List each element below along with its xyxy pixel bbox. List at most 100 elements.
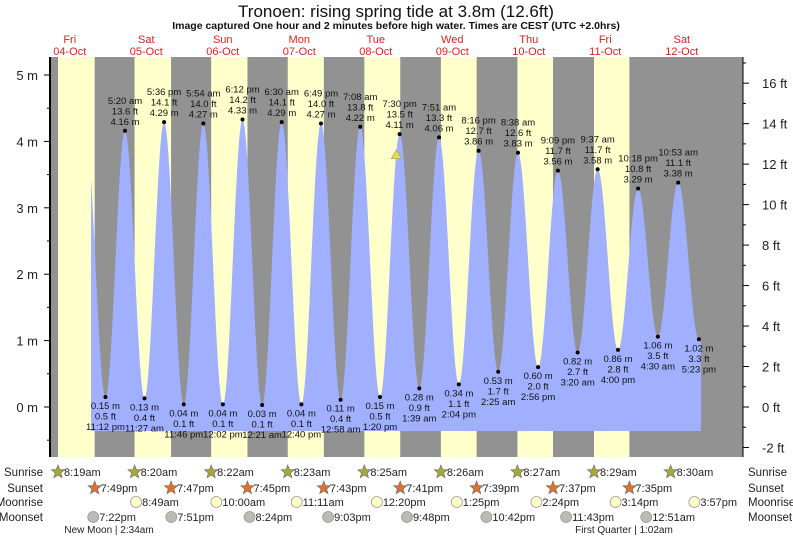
low-tide-time: 4:30 am [641,362,675,373]
moonrise-row-label-right: Moonrise [748,497,793,509]
high-tide-m: 3.86 m [464,137,493,148]
low-tide-ft: 3.3 ft [688,354,709,365]
moonrise-icon [450,496,463,508]
high-tide-time: 7:30 pm [382,99,416,110]
tide-fill [91,119,701,431]
date-label: 08-Oct [359,46,392,58]
date-label: 10-Oct [512,46,545,58]
high-tide-point [279,120,284,125]
right-tick-label: 0 ft [762,400,780,415]
high-tide-m: 4.22 m [346,113,375,124]
low-tide-m: 0.15 m [365,401,394,412]
high-tide-ft: 14.1 ft [269,98,296,109]
low-tide-m: 0.04 m [208,408,237,419]
sunrise-icon [127,464,143,479]
sun-moon-rows: Sunrise Sunrise 8:19am 8:20am 8:22am 8:23am 8:… [0,464,793,536]
tide-area [91,119,701,431]
low-tide-time: 12:40 pm [282,429,322,440]
moonset-icon [640,511,653,523]
moonset-icon [322,511,334,523]
moonset-time: 7:22pm [99,512,136,524]
axes: 0 m 1 m 2 m 3 m 4 m 5 m -2 ft 0 ft 2 ft 4 ft 6 ft 8… [16,57,788,457]
low-tide-point [575,350,580,355]
high-tide-point [162,120,167,125]
low-tide-point [142,396,147,401]
high-tide-m: 4.29 m [267,108,296,119]
low-tide-time: 11:46 pm [164,429,203,440]
moonrise-time: 1:25pm [463,497,500,509]
low-tide-m: 0.03 m [248,409,277,420]
day-of-week-label: Sun [213,34,233,46]
low-tide-time: 11:12 pm [86,422,125,433]
low-tide-ft: 2.0 ft [528,382,549,393]
sunrise-icon [280,464,296,479]
low-tide-point [338,397,343,402]
moonset-time: 7:51pm [177,512,214,524]
sunset-time: 7:37pm [559,483,596,495]
low-tide-ft: 2.7 ft [567,367,588,378]
low-tide-time: 3:20 am [560,378,594,389]
high-tide-ft: 11.1 ft [665,158,691,169]
high-tide-ft: 13.3 ft [426,113,453,124]
high-tide-point [397,132,402,137]
sunrise-time: 8:29am [600,467,637,479]
sunset-row-label-right: Sunset [748,483,785,495]
sunrise-icon [663,464,679,479]
moonrise-time: 3:57pm [700,497,737,509]
low-tide-m: 0.11 m [326,404,354,415]
moonset-icon [165,511,178,523]
low-tide-point [536,365,541,370]
sunrise-time: 8:23am [294,467,331,479]
date-label: 09-Oct [436,46,469,58]
low-tide-point [696,337,701,342]
low-tide-time: 5:23 pm [682,364,716,375]
high-tide-point [636,186,641,191]
high-tide-point [358,124,363,129]
day-of-week-label: Mon [289,34,310,46]
sunrise-time: 8:27am [523,467,560,479]
high-tide-point [476,148,481,153]
sunset-time: 7:49pm [101,483,138,495]
sunrise-time: 8:25am [370,467,407,479]
low-tide-m: 0.53 m [484,376,513,387]
high-tide-time: 9:37 am [580,134,614,145]
day-band [58,57,95,457]
low-tide-ft: 0.4 ft [330,414,351,425]
low-tide-ft: 0.4 ft [134,413,155,424]
moonrise-time: 10:00am [222,497,265,509]
sunset-icon [545,480,561,495]
low-tide-time: 11:27 am [125,423,164,434]
high-tide-time: 5:36 pm [147,87,181,98]
high-tide-m: 3.38 m [664,169,693,180]
moonrise-icon [290,496,303,508]
sunset-time: 7:45pm [253,483,290,495]
date-label: 06-Oct [206,46,239,58]
high-tide-point [555,168,560,173]
low-tide-ft: 0.1 ft [291,419,312,430]
high-tide-m: 3.83 m [503,139,532,150]
low-tide-point [181,402,186,407]
low-tide-ft: 0.5 ft [369,412,390,423]
low-tide-point [655,334,660,339]
sunrise-time: 8:22am [217,467,254,479]
low-tide-m: 1.02 m [684,343,713,354]
low-tide-ft: 0.5 ft [95,412,116,423]
low-tide-time: 1:20 pm [363,422,397,433]
sunset-icon [87,480,103,495]
left-tick-label: 3 m [16,201,38,216]
day-of-week-label: Wed [441,34,463,46]
sunrise-icon [203,464,219,479]
low-tide-point [496,369,501,374]
moonrise-icon [688,496,701,508]
moonset-row-label: Moonset [0,512,44,524]
day-of-week-label: Sat [673,34,690,46]
high-tide-ft: 12.6 ft [505,128,532,139]
high-tide-point [437,135,442,140]
sunrise-time: 8:30am [677,467,714,479]
current-level-marker [390,149,402,159]
low-tide-m: 0.13 m [130,402,159,413]
moonrise-icon [609,496,622,508]
low-tide-m: 1.06 m [643,341,672,352]
